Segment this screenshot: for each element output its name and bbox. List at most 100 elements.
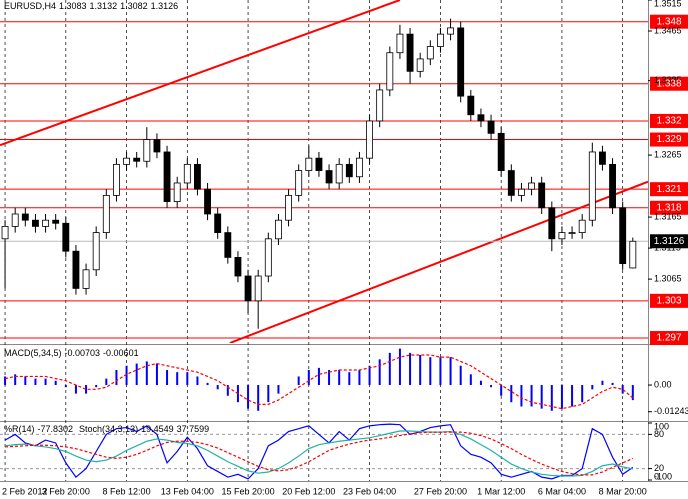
last-price-label: 1.3126 (654, 236, 685, 247)
trend-line (0, 0, 401, 147)
candle-body (477, 114, 485, 122)
macd-header: MACD(5,34,5) -0.00703 -0.00601 (4, 348, 139, 358)
candle-body (224, 232, 232, 258)
x-tick-label: 27 Feb 20:00 (414, 486, 467, 496)
candle-body (153, 139, 161, 153)
candle-body (447, 27, 454, 35)
ohlc-close: 1.3126 (151, 1, 179, 11)
candle-body (599, 151, 606, 165)
candle-body (204, 188, 211, 215)
candle-body (507, 170, 515, 196)
candle-body (629, 240, 637, 269)
y-tick-label: 1.3385 (654, 75, 682, 85)
candle-body (133, 157, 141, 162)
candle-body (436, 33, 444, 47)
level-label-box (650, 14, 688, 29)
candle-body (1, 225, 9, 240)
macd-title: MACD(5,34,5) (4, 348, 62, 358)
symbol: EURUSD,H4 (4, 1, 56, 11)
x-tick-label: 8 Mar 20:00 (599, 486, 647, 496)
ohlc-open: 1.3083 (59, 1, 87, 11)
candle-body (113, 163, 120, 196)
candle-body (325, 170, 333, 184)
candle-body (32, 219, 39, 227)
candle-body (52, 219, 60, 224)
candle-body (497, 132, 505, 171)
candle-body (578, 219, 586, 233)
y-tick-label: 100 (654, 421, 669, 431)
candle-body (163, 151, 171, 202)
candle-body (123, 157, 131, 165)
y-tick-label: 1.3165 (654, 211, 682, 221)
candle-body (82, 269, 90, 289)
x-tick-label: 13 Feb 04:00 (161, 486, 214, 496)
level-label: 1.338 (656, 78, 681, 89)
indicator-line (5, 431, 634, 476)
candle-body (345, 163, 353, 178)
wpr-value: -77.8302 (38, 424, 74, 434)
candle-body (42, 219, 50, 227)
y-tick-label: 80 (654, 429, 664, 439)
ohlc-high: 1.3132 (90, 1, 118, 11)
level-label: 1.303 (656, 295, 681, 306)
y-tick-label: 20 (654, 463, 664, 473)
candle-body (254, 275, 262, 302)
candle-body (274, 219, 282, 240)
candle-body (143, 139, 151, 162)
level-label: 1.318 (656, 202, 681, 213)
candle-body (416, 58, 424, 72)
candle-body (335, 163, 343, 184)
candle-body (558, 232, 566, 240)
x-tick-label: 1 Mar 12:00 (477, 486, 525, 496)
candle-body (72, 250, 80, 289)
candle-body (518, 188, 525, 196)
y-tick-label: 1.3515 (654, 0, 682, 8)
y-tick-label: 0 (654, 471, 659, 481)
candle-body (568, 232, 576, 234)
candle-body (528, 182, 536, 190)
level-label: 1.332 (656, 116, 681, 127)
candle-body (193, 163, 201, 190)
trend-line (229, 180, 648, 343)
x-tick-label: 3 Feb 20:00 (42, 486, 90, 496)
candle-body (355, 157, 363, 178)
candle-body (183, 163, 191, 184)
level-label-box (650, 293, 688, 308)
indicator-line (4, 354, 634, 410)
indicator-line (4, 430, 633, 477)
level-label-box (650, 132, 688, 147)
price-header: EURUSD,H4 1.3083 1.3132 1.3082 1.3126 (4, 1, 178, 11)
candle-body (315, 157, 323, 171)
level-label-box (650, 200, 688, 215)
candle-body (244, 275, 252, 302)
osc-header: %R(14) -77.8302 Stoch(34,3,13) 19.4549 37.75… (4, 424, 209, 434)
level-label-box (650, 182, 688, 197)
candle-body (548, 207, 556, 240)
candle-body (457, 27, 465, 97)
level-label-box (650, 113, 688, 128)
candle-body (214, 213, 222, 233)
candle-body (609, 163, 617, 209)
level-label: 1.297 (656, 333, 681, 344)
stoch-name: Stoch(34,3,13) (79, 424, 138, 434)
y-tick-label: 1.3465 (654, 25, 682, 35)
candle-body (295, 170, 303, 196)
wpr-name: %R(14) (4, 424, 35, 434)
candle-body (366, 120, 373, 159)
candle-body (62, 222, 70, 252)
candle-body (305, 157, 313, 171)
ohlc-low: 1.3082 (120, 1, 148, 11)
candle-body (538, 182, 546, 209)
y-tick-label: 1.3265 (654, 149, 682, 159)
x-tick-label: 8 Feb 12:00 (103, 486, 151, 496)
level-label: 1.329 (656, 134, 681, 145)
candle-body (21, 213, 29, 221)
stoch-value: 19.4549 (141, 424, 174, 434)
macd-signal-value: -0.00601 (103, 348, 139, 358)
candle-body (467, 95, 475, 116)
candle-body (619, 207, 627, 265)
candle-body (11, 213, 19, 227)
y-tick-label: 1.3115 (654, 242, 681, 252)
candle-body (588, 151, 596, 221)
